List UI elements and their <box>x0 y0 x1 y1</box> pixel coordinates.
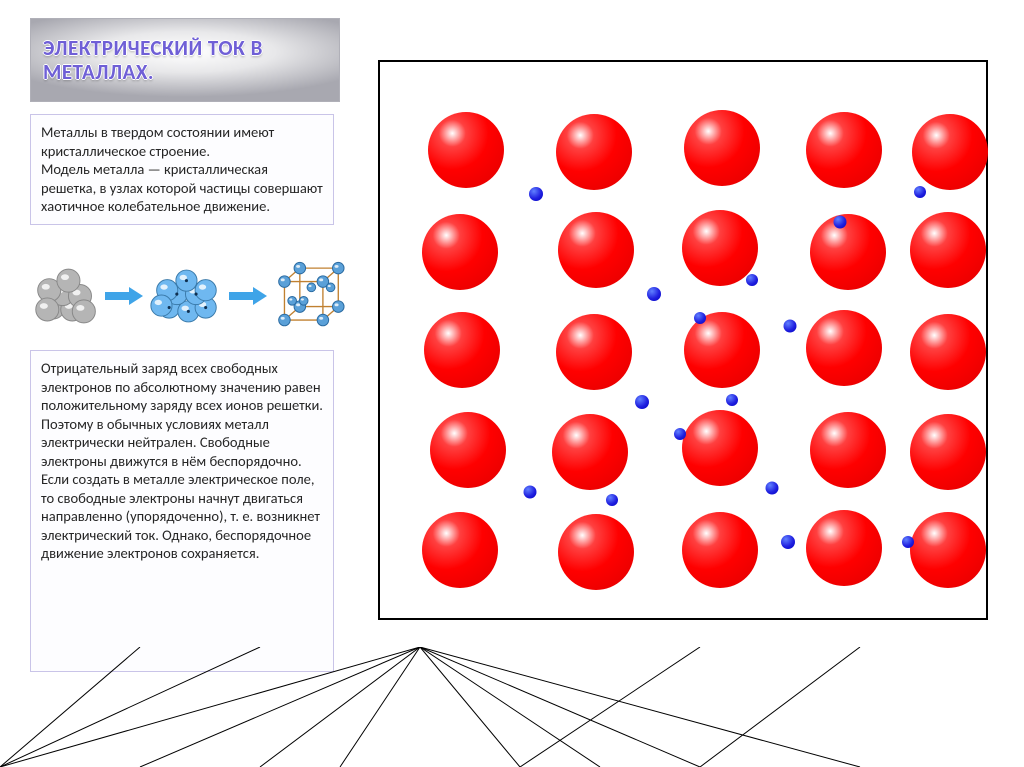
ion <box>684 312 760 388</box>
electron <box>647 287 661 301</box>
ion <box>552 414 628 490</box>
ion <box>682 210 758 286</box>
title-panel: ЭЛЕКТРИЧЕСКИЙ ТОК В МЕТАЛЛАХ. <box>30 18 340 102</box>
ion <box>422 214 498 290</box>
ion <box>910 512 986 588</box>
paragraph-2-box: Отрицательный заряд всех свободных элект… <box>30 350 334 672</box>
electron <box>766 482 779 495</box>
electron <box>781 535 795 549</box>
ion <box>910 212 986 288</box>
ion <box>806 510 882 586</box>
arrow-icon <box>105 289 142 303</box>
lattice-cube-icon <box>271 257 350 335</box>
ion <box>810 412 886 488</box>
electron <box>902 536 914 548</box>
metal-lattice-diagram <box>378 60 988 620</box>
paragraph-1-text: Металлы в твердом состоянии имеют криста… <box>41 123 323 216</box>
electron <box>914 186 926 198</box>
ion <box>910 414 986 490</box>
electron <box>635 395 649 409</box>
gray-cluster-icon <box>30 260 99 332</box>
ion <box>684 110 760 186</box>
ion <box>806 112 882 188</box>
ion <box>558 212 634 288</box>
blue-cluster-icon <box>148 260 223 332</box>
electron <box>694 312 706 324</box>
electron <box>524 486 537 499</box>
ion <box>910 314 986 390</box>
structures-row <box>30 246 350 346</box>
ion <box>424 312 500 388</box>
ion <box>912 114 988 190</box>
electron <box>784 320 797 333</box>
electron <box>834 216 847 229</box>
ion <box>556 314 632 390</box>
paragraph-1-box: Металлы в твердом состоянии имеют криста… <box>30 114 334 225</box>
ion <box>558 514 634 590</box>
ion <box>422 512 498 588</box>
electron <box>529 187 543 201</box>
paragraph-2-text: Отрицательный заряд всех свободных элект… <box>41 359 323 563</box>
ion <box>556 114 632 190</box>
electron <box>746 274 758 286</box>
page-title: ЭЛЕКТРИЧЕСКИЙ ТОК В МЕТАЛЛАХ. <box>43 36 339 84</box>
ion <box>682 512 758 588</box>
arrow-icon <box>229 289 266 303</box>
ion <box>682 410 758 486</box>
electron <box>606 494 618 506</box>
electron <box>674 428 686 440</box>
ion <box>428 112 504 188</box>
ion <box>810 214 886 290</box>
electron <box>726 394 738 406</box>
ion <box>806 310 882 386</box>
ion <box>430 412 506 488</box>
